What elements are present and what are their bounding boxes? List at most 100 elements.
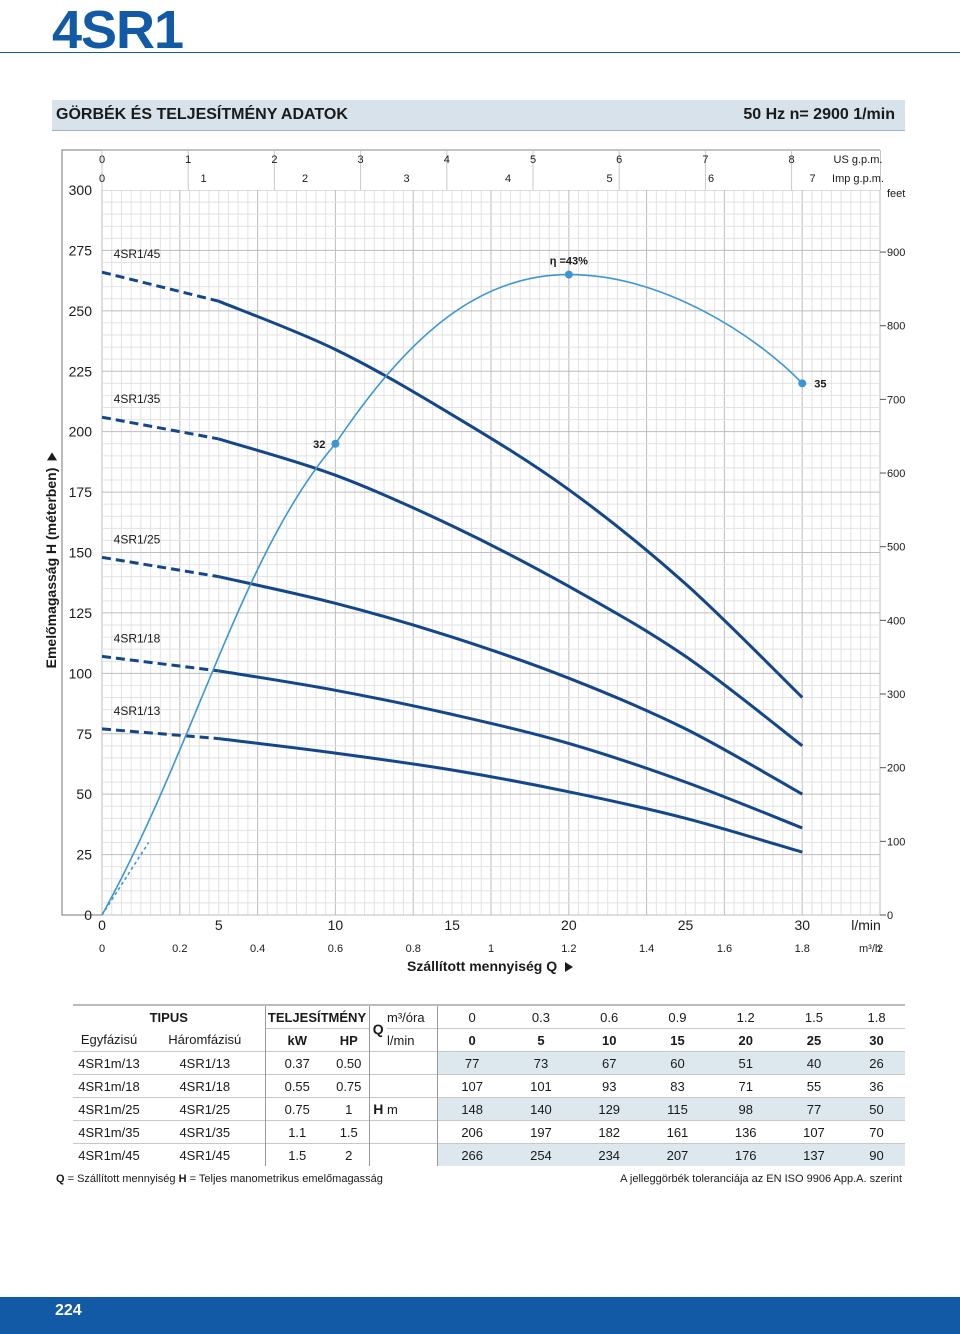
imp-gpm-unit: Imp g.p.m. [832, 173, 884, 185]
head-value: 107 [436, 1074, 507, 1098]
h-spacer [369, 1074, 387, 1098]
single-phase-model: 4SR1m/25 [73, 1097, 145, 1121]
h-unit: m [387, 1097, 437, 1121]
head-value: 50 [848, 1097, 905, 1121]
q-m3h-cell: 0 [436, 1004, 507, 1029]
series-label: 4SR1/25 [114, 532, 161, 546]
us-gpm-tick-label: 7 [702, 154, 708, 166]
head-value: 51 [711, 1051, 780, 1075]
curve-4sr1-18 [218, 669, 803, 830]
imp-gpm-tick-label: 7 [809, 173, 815, 185]
head-value: 67 [575, 1051, 644, 1075]
series-label: 4SR1/45 [114, 247, 161, 261]
m3h-tick-label: 1.6 [717, 943, 732, 955]
table-header-row: TIPUS TELJESÍTMÉNY Q m³/óra 0 0.3 0.6 0.… [73, 1004, 905, 1052]
x-unit-m3h: m³/h [859, 943, 881, 955]
curve-dashed-segment [101, 415, 219, 441]
feet-unit: feet [887, 188, 905, 200]
curve-dashed-segment [101, 555, 219, 579]
y-tick-label: 225 [69, 363, 93, 379]
x-tick-label: 25 [678, 917, 694, 933]
frequency-speed: 50 Hz n= 2900 1/min [743, 106, 895, 123]
head-value: 77 [436, 1051, 507, 1075]
page-title: 4SR1 [52, 0, 184, 60]
h-letter: H [369, 1097, 387, 1121]
head-value: 98 [711, 1097, 780, 1121]
head-value: 266 [436, 1143, 507, 1166]
kw-value: 0.55 [264, 1074, 329, 1098]
curve-dashed-segment [101, 727, 219, 741]
head-value: 73 [506, 1051, 576, 1075]
head-value: 26 [848, 1051, 905, 1075]
head-value: 71 [711, 1074, 780, 1098]
y-tick-label: 300 [69, 182, 93, 198]
imp-gpm-tick-label: 3 [403, 173, 409, 185]
three-phase-model: 4SR1/25 [145, 1097, 265, 1121]
efficiency-label: 32 [313, 439, 325, 451]
series-label: 4SR1/13 [114, 704, 161, 718]
m3h-tick-label: 0.4 [250, 943, 265, 955]
head-value: 206 [436, 1120, 507, 1144]
three-phase-model: 4SR1/35 [145, 1120, 265, 1144]
m3h-tick-label: 1.2 [561, 943, 576, 955]
kw-value: 0.37 [264, 1051, 329, 1075]
head-value: 36 [848, 1074, 905, 1098]
h-spacer [369, 1143, 387, 1166]
h-spacer [387, 1051, 437, 1075]
head-value: 60 [643, 1051, 712, 1075]
m3h-tick-label: 1.4 [639, 943, 654, 955]
egyfazisu-header: Egyfázisú [80, 1032, 138, 1048]
three-phase-model: 4SR1/13 [145, 1051, 265, 1075]
y-tick-label: 200 [69, 424, 93, 440]
curve-dashed-segment [101, 270, 220, 303]
head-value: 140 [506, 1097, 576, 1121]
x-tick-label: 0 [98, 917, 106, 933]
h-spacer [369, 1120, 387, 1144]
head-value: 107 [779, 1120, 849, 1144]
page-number: 224 [55, 1302, 82, 1319]
unit-m3h: m³/óra [387, 1004, 437, 1029]
hp-value: 1 [329, 1097, 370, 1121]
head-value: 70 [848, 1120, 905, 1144]
hp-value: 2 [329, 1143, 370, 1166]
single-phase-model: 4SR1m/45 [73, 1143, 145, 1166]
head-value: 161 [643, 1120, 712, 1144]
us-gpm-tick-label: 6 [616, 154, 622, 166]
single-phase-model: 4SR1m/35 [73, 1120, 145, 1144]
us-gpm-tick-label: 5 [530, 154, 536, 166]
feet-tick-label: 900 [887, 247, 905, 259]
head-value: 137 [779, 1143, 849, 1166]
arrow-icon [565, 962, 574, 973]
kw-value: 1.1 [264, 1120, 329, 1144]
us-gpm-tick-label: 1 [185, 154, 191, 166]
series-label: 4SR1/35 [114, 392, 161, 406]
h-spacer [387, 1120, 437, 1144]
head-value: 40 [779, 1051, 849, 1075]
kw-value: 0.75 [264, 1097, 329, 1121]
table-row: 4SR1m/35 4SR1/35 1.1 1.5 206 197 182 161 136 107 7… [73, 1120, 905, 1144]
three-phase-model: 4SR1/45 [145, 1143, 265, 1166]
curve-4sr1-45 [218, 299, 804, 699]
footer-bar [0, 1297, 960, 1334]
head-value: 90 [848, 1143, 905, 1166]
imp-gpm-tick-label: 1 [200, 173, 206, 185]
legend-note: Q = Szállított mennyiség H = Teljes mano… [56, 1173, 383, 1185]
efficiency-curve [101, 273, 803, 916]
head-value: 115 [643, 1097, 712, 1121]
y-tick-label: 50 [76, 786, 92, 802]
x-tick-label: 10 [328, 917, 344, 933]
hp-value: 0.75 [329, 1074, 370, 1098]
q-lmin-cell: 15 [643, 1028, 712, 1052]
h-spacer [387, 1143, 437, 1166]
m3h-tick-label: 0 [99, 943, 105, 955]
single-phase-model: 4SR1m/18 [73, 1074, 145, 1098]
table-row: 4SR1m/18 4SR1/18 0.55 0.75 107 101 93 83 71 55 36 [73, 1074, 905, 1098]
feet-tick-label: 100 [887, 836, 905, 848]
efficiency-point [798, 379, 807, 388]
haromfazisu-header: Háromfázisú [168, 1032, 242, 1048]
performance-chart: 0 1 2 3 4 5 6 7 8 US g.p.m.0 1 2 3 4 5 6 7 Imp g.p.m.0255… [61, 149, 905, 955]
table-row: 4SR1m/45 4SR1/45 1.5 2 266 254 234 207 176 137 90 [73, 1143, 905, 1166]
m3h-tick-label: 1.8 [795, 943, 810, 955]
imp-gpm-tick-label: 2 [302, 173, 308, 185]
head-value: 83 [643, 1074, 712, 1098]
